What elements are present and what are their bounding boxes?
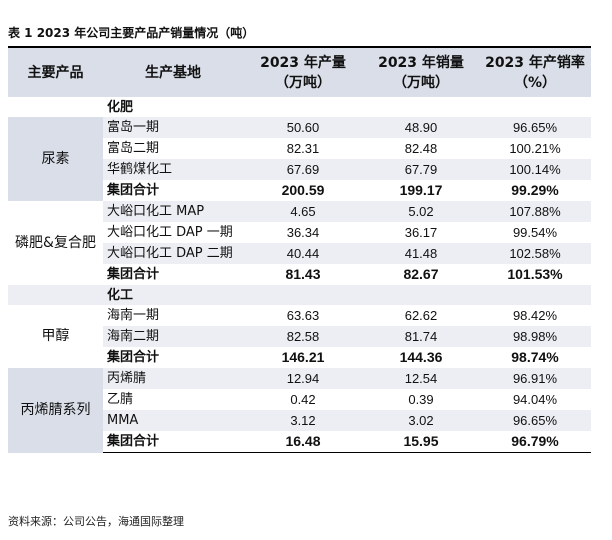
base-cell: 海南一期 xyxy=(107,308,160,323)
table-row: 丙烯腈系列 丙烯腈 12.94 12.54 96.91% xyxy=(8,368,591,453)
rate-cell: 98.98% xyxy=(479,326,591,347)
total-row: 集团合计 81.43 82.67 101.53% xyxy=(8,264,591,285)
base-cell: 集团合计 xyxy=(107,350,160,365)
base-cell: 大峪口化工 MAP xyxy=(103,201,243,222)
sales-cell: 82.48 xyxy=(404,141,438,156)
rate-cell: 98.74% xyxy=(511,349,559,365)
rate-cell: 96.91% xyxy=(479,368,591,389)
section-row: 化肥 xyxy=(8,97,591,117)
base-cell: 大峪口化工 DAP 一期 xyxy=(107,225,233,240)
header-sales: 2023 年销量（万吨） xyxy=(363,46,479,97)
product-cell: 丙烯腈系列 xyxy=(8,368,103,453)
sales-cell: 82.67 xyxy=(403,266,439,282)
table-row: 海南二期 82.58 81.74 98.98% xyxy=(8,326,591,347)
sales-cell: 62.62 xyxy=(404,308,438,323)
section-label: 化肥 xyxy=(107,99,134,115)
total-row: 集团合计 146.21 144.36 98.74% xyxy=(8,347,591,368)
table-row: 乙腈 0.42 0.39 94.04% xyxy=(8,389,591,410)
rate-cell: 101.53% xyxy=(507,266,563,282)
production-cell: 36.34 xyxy=(286,225,320,240)
sales-cell: 36.17 xyxy=(404,225,438,240)
production-cell: 63.63 xyxy=(286,308,320,323)
source-note: 资料来源：公司公告，海通国际整理 xyxy=(8,515,184,528)
cropped-text-line: ​ xyxy=(0,0,612,6)
rate-cell: 98.42% xyxy=(512,308,558,323)
rate-cell: 99.29% xyxy=(511,182,559,198)
production-cell: 12.94 xyxy=(243,368,363,389)
rate-cell: 99.54% xyxy=(512,225,558,240)
production-cell: 81.43 xyxy=(285,266,321,282)
sales-cell: 3.02 xyxy=(363,410,479,431)
header-row: 主要产品 生产基地 2023 年产量（万吨） 2023 年销量（万吨） 2023… xyxy=(8,46,591,97)
table-row: 甲醇 海南一期 63.63 62.62 98.42% xyxy=(8,305,591,368)
base-cell: 乙腈 xyxy=(107,392,134,407)
rate-cell: 94.04% xyxy=(512,392,558,407)
production-cell: 50.60 xyxy=(243,117,363,138)
base-cell: 集团合计 xyxy=(103,431,243,453)
sales-cell: 0.39 xyxy=(408,392,434,407)
table-row: 大峪口化工 DAP 一期 36.34 36.17 99.54% xyxy=(8,222,591,243)
table-row: 磷肥&复合肥 大峪口化工 MAP 4.65 5.02 107.88% xyxy=(8,201,591,285)
production-cell: 82.31 xyxy=(286,141,320,156)
product-cell: 尿素 xyxy=(8,117,103,201)
production-cell: 0.42 xyxy=(290,392,316,407)
sales-cell: 67.79 xyxy=(363,159,479,180)
production-cell: 4.65 xyxy=(243,201,363,222)
base-cell: 集团合计 xyxy=(107,267,160,282)
table-row: MMA 3.12 3.02 96.65% xyxy=(8,410,591,431)
section-label: 化工 xyxy=(103,285,243,305)
production-cell: 200.59 xyxy=(281,182,325,198)
base-cell: 海南二期 xyxy=(103,326,243,347)
rate-cell: 100.14% xyxy=(479,159,591,180)
table-row: 华鹤煤化工 67.69 67.79 100.14% xyxy=(8,159,591,180)
sales-cell: 48.90 xyxy=(363,117,479,138)
production-cell: 3.12 xyxy=(243,410,363,431)
sales-cell: 41.48 xyxy=(363,243,479,264)
section-row: 化工 xyxy=(8,285,591,305)
sales-cell: 144.36 xyxy=(399,349,443,365)
production-cell: 146.21 xyxy=(281,349,325,365)
base-cell: 华鹤煤化工 xyxy=(103,159,243,180)
total-row: 集团合计 200.59 199.17 99.29% xyxy=(8,180,591,201)
production-cell: 40.44 xyxy=(243,243,363,264)
rate-cell: 96.65% xyxy=(479,410,591,431)
table-row: 富岛二期 82.31 82.48 100.21% xyxy=(8,138,591,159)
product-cell: 磷肥&复合肥 xyxy=(8,201,103,285)
sales-cell: 12.54 xyxy=(363,368,479,389)
sales-cell: 15.95 xyxy=(363,431,479,453)
header-base: 生产基地 xyxy=(103,46,243,97)
production-cell: 67.69 xyxy=(243,159,363,180)
sales-cell: 199.17 xyxy=(399,182,443,198)
rate-cell: 96.79% xyxy=(479,431,591,453)
production-cell: 16.48 xyxy=(243,431,363,453)
base-cell: 富岛二期 xyxy=(107,141,160,156)
rate-cell: 107.88% xyxy=(479,201,591,222)
header-product: 主要产品 xyxy=(8,46,103,97)
header-rate: 2023 年产销率（%） xyxy=(479,46,591,97)
total-row: 集团合计 16.48 15.95 96.79% xyxy=(8,431,591,453)
table-row: 大峪口化工 DAP 二期 40.44 41.48 102.58% xyxy=(8,243,591,264)
header-production: 2023 年产量（万吨） xyxy=(243,46,363,97)
rate-cell: 96.65% xyxy=(479,117,591,138)
sales-cell: 5.02 xyxy=(363,201,479,222)
rate-cell: 102.58% xyxy=(479,243,591,264)
base-cell: 丙烯腈 xyxy=(103,368,243,389)
production-cell: 82.58 xyxy=(243,326,363,347)
product-cell: 甲醇 xyxy=(8,305,103,368)
sales-cell: 81.74 xyxy=(363,326,479,347)
base-cell: MMA xyxy=(103,410,243,431)
rate-cell: 100.21% xyxy=(509,141,561,156)
base-cell: 集团合计 xyxy=(107,183,160,198)
production-sales-table: 主要产品 生产基地 2023 年产量（万吨） 2023 年销量（万吨） 2023… xyxy=(8,46,591,453)
table-row: 尿素 富岛一期 50.60 48.90 96.65% xyxy=(8,117,591,201)
base-cell: 大峪口化工 DAP 二期 xyxy=(103,243,243,264)
base-cell: 富岛一期 xyxy=(103,117,243,138)
table-caption: 表 1 2023 年公司主要产品产销量情况（吨） xyxy=(8,26,255,40)
